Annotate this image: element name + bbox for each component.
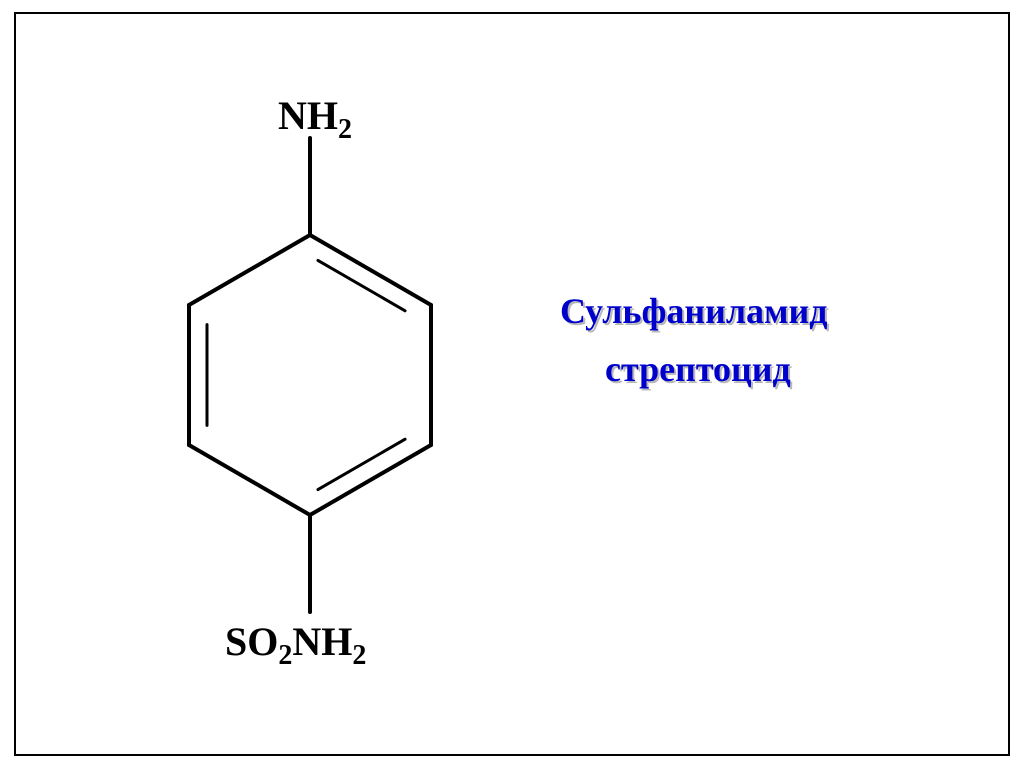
- benzene-ring-outer: [189, 235, 431, 515]
- molecule-structure: [0, 0, 1024, 768]
- compound-name-line2: стрептоцид: [605, 348, 791, 390]
- compound-name-line1: Сульфаниламид: [560, 290, 828, 332]
- sulfonamide-group-label: SO2NH2: [225, 618, 366, 665]
- benzene-ring-double-bonds: [207, 260, 405, 489]
- amino-group-label: NH2: [278, 92, 352, 139]
